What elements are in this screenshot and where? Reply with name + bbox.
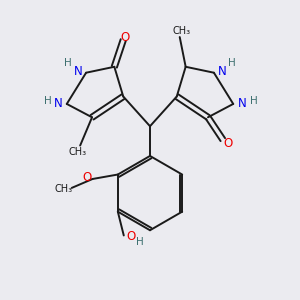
Text: H: H [64, 58, 71, 68]
Text: CH₃: CH₃ [68, 147, 86, 157]
Text: H: H [250, 96, 257, 106]
Text: H: H [44, 96, 51, 106]
Text: N: N [53, 98, 62, 110]
Text: O: O [127, 230, 136, 243]
Text: H: H [229, 58, 236, 68]
Text: O: O [120, 31, 129, 44]
Text: CH₃: CH₃ [172, 26, 190, 35]
Text: N: N [238, 98, 247, 110]
Text: O: O [224, 137, 233, 150]
Text: N: N [218, 65, 226, 78]
Text: H: H [136, 237, 144, 247]
Text: CH₃: CH₃ [54, 184, 73, 194]
Text: N: N [74, 65, 82, 78]
Text: O: O [82, 171, 92, 184]
